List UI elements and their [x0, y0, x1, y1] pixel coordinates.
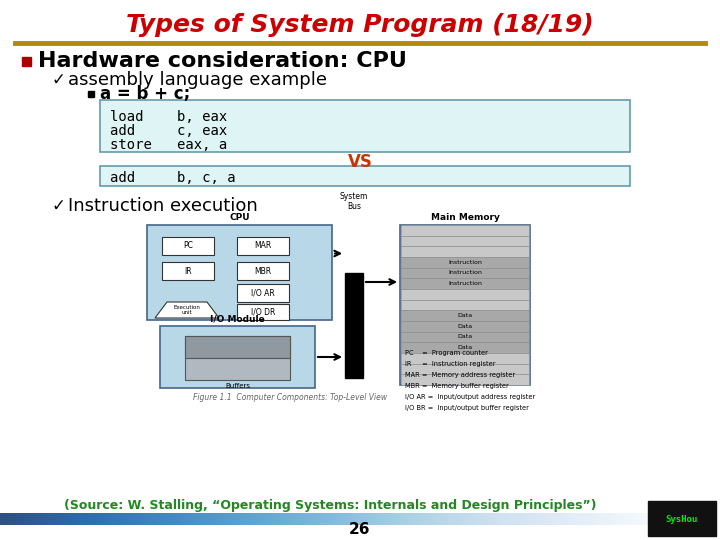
- Text: load    b, eax: load b, eax: [110, 110, 228, 124]
- Text: System
Bus: System Bus: [340, 192, 368, 211]
- Bar: [100, 100, 630, 152]
- Bar: [401, 278, 529, 289]
- Text: I/O AR: I/O AR: [251, 288, 275, 298]
- Bar: [401, 374, 529, 385]
- Text: ✓: ✓: [52, 197, 66, 215]
- Text: Instruction: Instruction: [448, 281, 482, 286]
- Bar: [401, 257, 529, 268]
- Text: MBR =  Memory buffer register: MBR = Memory buffer register: [405, 383, 509, 389]
- Text: Data: Data: [457, 313, 472, 318]
- Text: Instruction: Instruction: [448, 260, 482, 265]
- Text: PC    =  Program counter: PC = Program counter: [405, 350, 488, 356]
- Bar: [100, 166, 630, 186]
- Text: Main Memory: Main Memory: [431, 213, 500, 222]
- Text: Types of System Program (18/19): Types of System Program (18/19): [126, 13, 594, 37]
- Text: a = b + c;: a = b + c;: [100, 85, 190, 103]
- Text: VS: VS: [348, 153, 372, 171]
- Text: Buffers: Buffers: [225, 383, 250, 389]
- Text: (Source: W. Stalling, “Operating Systems: Internals and Design Principles”): (Source: W. Stalling, “Operating Systems…: [64, 498, 596, 511]
- Bar: [185, 336, 290, 358]
- Bar: [162, 237, 214, 255]
- Bar: [237, 284, 289, 302]
- Text: 26: 26: [349, 523, 371, 537]
- Bar: [401, 235, 529, 246]
- Bar: [401, 225, 529, 235]
- Text: Hardware consideration: CPU: Hardware consideration: CPU: [38, 51, 407, 71]
- Text: Instruction: Instruction: [448, 271, 482, 275]
- Bar: [185, 336, 290, 380]
- Text: Figure 1.1  Computer Components: Top-Level View: Figure 1.1 Computer Components: Top-Leve…: [193, 393, 387, 402]
- Bar: [401, 321, 529, 332]
- Text: IR: IR: [184, 267, 192, 275]
- Bar: [400, 225, 530, 385]
- Text: IR     =  Instruction register: IR = Instruction register: [405, 361, 495, 367]
- Polygon shape: [155, 302, 219, 318]
- Bar: [401, 342, 529, 353]
- Text: MBR: MBR: [254, 267, 271, 275]
- Text: add     b, c, a: add b, c, a: [110, 171, 235, 185]
- Text: Execution
unit: Execution unit: [174, 305, 200, 315]
- Bar: [160, 326, 315, 388]
- Text: I/O Module: I/O Module: [210, 314, 265, 323]
- Text: MAR: MAR: [254, 241, 271, 251]
- Text: I/O BR =  Input/output buffer register: I/O BR = Input/output buffer register: [405, 405, 529, 411]
- Bar: [401, 300, 529, 310]
- Text: I/O AR =  Input/output address register: I/O AR = Input/output address register: [405, 394, 535, 400]
- Bar: [345, 273, 363, 378]
- Text: Data: Data: [457, 324, 472, 329]
- Bar: [88, 91, 94, 97]
- Text: assembly language example: assembly language example: [68, 71, 327, 89]
- Text: add     c, eax: add c, eax: [110, 124, 228, 138]
- Bar: [401, 268, 529, 278]
- Bar: [237, 262, 289, 280]
- Text: ✓: ✓: [52, 71, 66, 89]
- Bar: [401, 310, 529, 321]
- Text: I/O DR: I/O DR: [251, 307, 275, 316]
- Text: MAR =  Memory address register: MAR = Memory address register: [405, 372, 515, 378]
- Text: CPU: CPU: [229, 213, 250, 222]
- Bar: [401, 363, 529, 374]
- Bar: [237, 237, 289, 255]
- Bar: [401, 289, 529, 300]
- Bar: [147, 225, 332, 320]
- Bar: [401, 332, 529, 342]
- Text: SysHou: SysHou: [666, 515, 698, 523]
- Bar: [162, 262, 214, 280]
- Text: store   eax, a: store eax, a: [110, 138, 228, 152]
- Text: Instruction execution: Instruction execution: [68, 197, 258, 215]
- Text: Data: Data: [457, 345, 472, 350]
- Bar: [22, 57, 31, 66]
- Bar: [401, 246, 529, 257]
- Bar: [237, 304, 289, 320]
- Text: PC: PC: [183, 241, 193, 251]
- Bar: [401, 353, 529, 363]
- Bar: [648, 501, 716, 536]
- Text: Data: Data: [457, 334, 472, 340]
